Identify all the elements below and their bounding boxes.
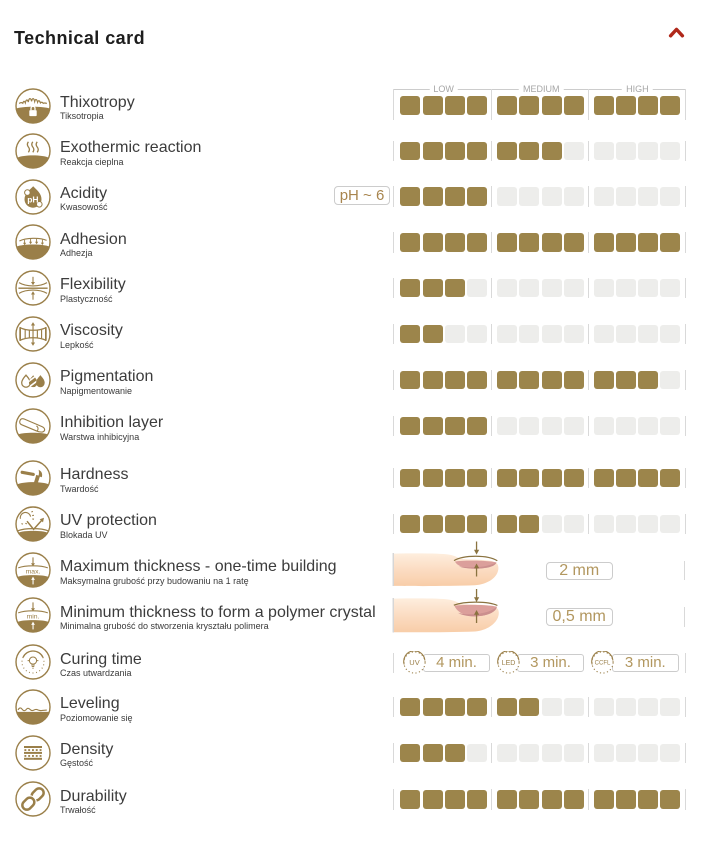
svg-text:CCFL: CCFL — [595, 661, 611, 667]
svg-text:pH: pH — [27, 194, 38, 204]
svg-text:max.: max. — [26, 568, 41, 575]
svg-text:min.: min. — [27, 614, 40, 621]
svg-text:UV: UV — [409, 658, 419, 667]
svg-text:LED: LED — [501, 660, 515, 667]
